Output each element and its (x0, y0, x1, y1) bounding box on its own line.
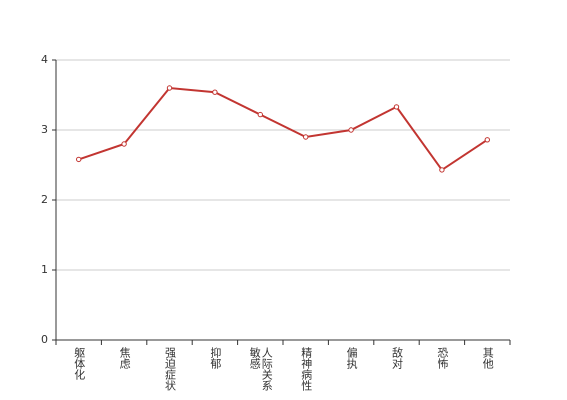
x-tick-label: 恐怖 (435, 347, 449, 369)
x-tick-label: 抑郁 (208, 347, 222, 369)
y-tick-label: 3 (41, 123, 48, 136)
line (78, 86, 488, 172)
point (121, 141, 127, 147)
point (212, 89, 218, 95)
y-tick-label: 2 (41, 193, 48, 206)
point (257, 111, 263, 118)
point (76, 156, 82, 163)
x-tick-label: 精神病性 (299, 347, 313, 391)
point (484, 137, 490, 143)
x-tick-label: 躯体化 (72, 347, 86, 380)
y-tick-label: 4 (41, 53, 48, 66)
x-tick-label: 人际关系敏感 (248, 347, 274, 391)
point (348, 127, 354, 133)
point (393, 104, 400, 110)
x-tick-label: 其他 (481, 347, 495, 369)
x-tick-label: 敌对 (390, 347, 404, 369)
y-tick-label: 1 (41, 263, 48, 276)
point (166, 85, 173, 91)
x-tick-label: 偏执 (345, 347, 359, 369)
x-tick-label: 强迫症状 (163, 347, 177, 391)
point (439, 167, 445, 173)
y-tick-label: 0 (41, 333, 48, 346)
point (303, 134, 309, 140)
x-tick-label: 焦虑 (118, 347, 132, 369)
